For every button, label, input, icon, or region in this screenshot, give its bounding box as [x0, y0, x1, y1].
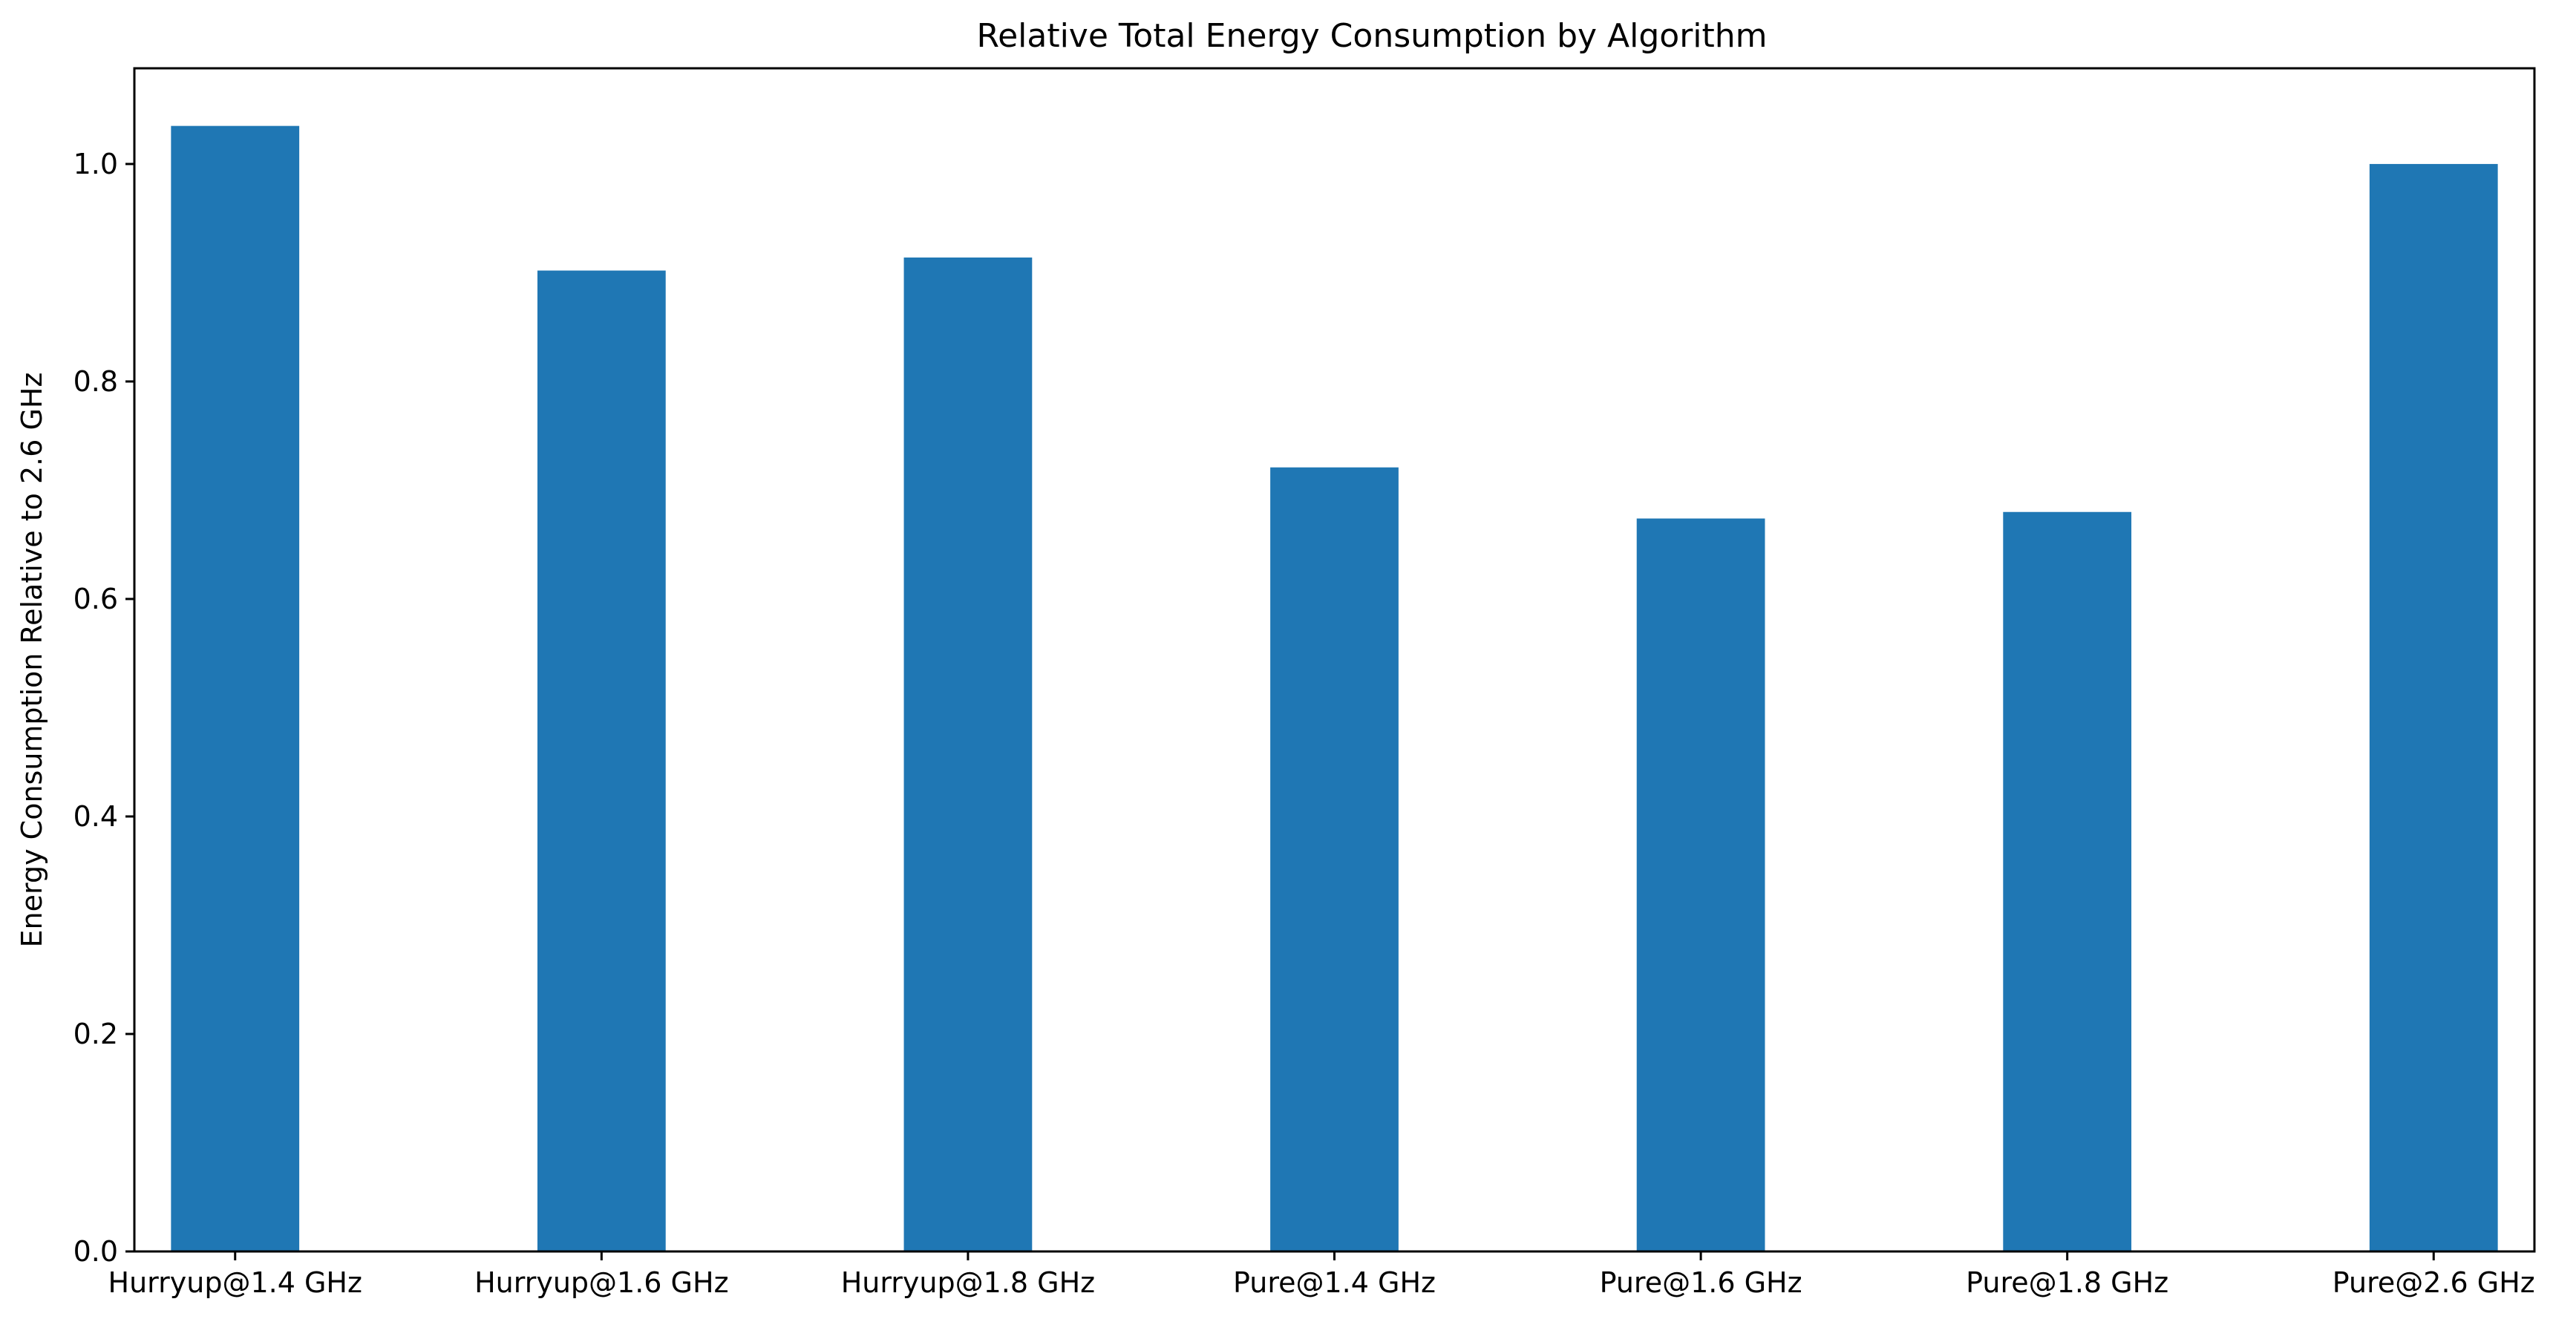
- x-tick-label: Hurryup@1.4 GHz: [108, 1266, 362, 1299]
- x-tick-label: Hurryup@1.6 GHz: [474, 1266, 728, 1299]
- bar-6: [2369, 163, 2498, 1251]
- x-axis: Hurryup@1.4 GHz Hurryup@1.6 GHz Hurryup@1.…: [108, 1251, 2535, 1299]
- x-tick-label: Pure@1.8 GHz: [1966, 1266, 2168, 1299]
- bar-5: [2003, 511, 2132, 1251]
- y-tick-label: 1.0: [73, 148, 118, 180]
- bar-0: [171, 125, 300, 1251]
- y-tick-label: 0.8: [73, 365, 118, 398]
- y-axis: 0.0 0.2 0.4 0.6 0.8 1.0: [73, 148, 134, 1268]
- y-tick-label: 0.0: [73, 1235, 118, 1268]
- x-tick-label: Hurryup@1.8 GHz: [841, 1266, 1095, 1299]
- bar-2: [903, 257, 1033, 1251]
- bar-1: [537, 270, 666, 1251]
- bars: [171, 125, 2498, 1251]
- y-tick-label: 0.6: [73, 583, 118, 615]
- y-tick-label: 0.4: [73, 800, 118, 833]
- x-tick-label: Pure@2.6 GHz: [2333, 1266, 2535, 1299]
- y-tick-label: 0.2: [73, 1018, 118, 1050]
- bar-4: [1636, 518, 1765, 1251]
- x-tick-label: Pure@1.4 GHz: [1233, 1266, 1436, 1299]
- chart-title: Relative Total Energy Consumption by Alg…: [976, 17, 1767, 55]
- y-axis-label: Energy Consumption Relative to 2.6 GHz: [16, 373, 48, 948]
- x-tick-label: Pure@1.6 GHz: [1600, 1266, 1802, 1299]
- plot-frame: [133, 67, 2536, 1253]
- bar-3: [1270, 467, 1399, 1251]
